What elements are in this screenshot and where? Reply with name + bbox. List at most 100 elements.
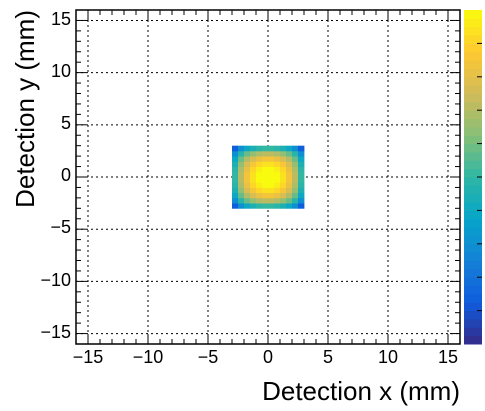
heatmap-cell [232, 182, 239, 188]
colorbar-segment [464, 218, 482, 228]
heatmap-cell [298, 161, 305, 167]
heatmap-cell [232, 203, 239, 209]
colorbar-segment [464, 85, 482, 94]
colorbar-segment [464, 318, 482, 328]
colorbar-segment [464, 293, 482, 303]
colorbar-segment [464, 26, 482, 36]
heatmap-cell [286, 156, 293, 162]
heatmap-cell [262, 171, 269, 178]
heatmap-cell [244, 203, 251, 209]
heatmap-cell [298, 171, 305, 178]
colorbar-segment [464, 118, 482, 128]
heatmap-cell [232, 161, 239, 167]
heatmap-cell [250, 197, 257, 204]
heatmap-cell [280, 182, 287, 188]
heatmap-cell [286, 192, 293, 199]
heatmap-cell [274, 182, 281, 188]
colorbar-segment [464, 268, 482, 278]
heatmap-cell [292, 192, 299, 199]
heatmap-cell [274, 145, 281, 152]
heatmap-cell [274, 171, 281, 178]
heatmap-cell [244, 182, 251, 188]
heatmap-cell [268, 150, 275, 157]
heatmap-cell [250, 182, 257, 188]
colorbar-segment [464, 160, 482, 170]
heatmap-cell [292, 145, 299, 152]
colorbar-segment [464, 193, 482, 203]
heatmap-cell [292, 166, 299, 173]
heatmap-cell [298, 197, 305, 204]
colorbar-segment [464, 68, 482, 78]
heatmap-cell [238, 187, 245, 194]
x-tick-label: 15 [438, 347, 458, 367]
y-tick-label: 5 [61, 113, 71, 133]
heatmap-cell [280, 177, 287, 183]
heatmap-cell [298, 187, 305, 194]
heatmap-cell [256, 156, 263, 162]
heatmap-cell [280, 156, 287, 162]
heatmap-cell [298, 166, 305, 173]
heatmap-cell [244, 145, 251, 152]
heatmap-cell [280, 161, 287, 167]
y-tick-label: 0 [61, 165, 71, 185]
colorbar-segment [464, 177, 482, 186]
heatmap-cell [286, 197, 293, 204]
heatmap-cell [244, 166, 251, 173]
heatmap-cell [250, 156, 257, 162]
heatmap-cell [262, 145, 269, 152]
heatmap-cell [232, 197, 239, 204]
colorbar-segment [464, 327, 482, 337]
heatmap-cell [250, 145, 257, 152]
colorbar-segment [464, 151, 482, 161]
heatmap-cell [298, 177, 305, 183]
colorbar-segment [464, 168, 482, 178]
heatmap-cell [286, 177, 293, 183]
colorbar-segment [464, 243, 482, 253]
colorbar-segment [464, 43, 482, 53]
axis-ticks [75, 9, 461, 345]
colorbar-segment [464, 51, 482, 61]
colorbar-segment [464, 310, 482, 320]
heatmap-cell [256, 192, 263, 199]
heatmap-cell [298, 182, 305, 188]
colorbar-segment [464, 210, 482, 220]
heatmap-cell [268, 166, 275, 173]
heatmap-cell [286, 145, 293, 152]
heatmap-cell [286, 187, 293, 194]
heatmap-cell [280, 166, 287, 173]
colorbar-segment [464, 93, 482, 103]
heatmap-cell [238, 145, 245, 152]
heatmap-cell [244, 197, 251, 204]
heatmap-cell [238, 171, 245, 178]
heatmap-cell [232, 192, 239, 199]
x-tick-label: 0 [263, 347, 273, 367]
heatmap-cell [244, 150, 251, 157]
heatmap-cell [292, 197, 299, 204]
heatmap-cell [274, 161, 281, 167]
y-axis-title: Detection y (mm) [10, 10, 40, 208]
colorbar-segment [464, 335, 482, 345]
heatmap-cell [250, 187, 257, 194]
colorbar-segment [464, 185, 482, 195]
heatmap-cell [292, 177, 299, 183]
colorbar-segment [464, 235, 482, 245]
colorbar [464, 10, 482, 345]
heatmap-cell [262, 161, 269, 167]
colorbar-segment [464, 143, 482, 153]
heatmap-cell [268, 203, 275, 209]
colorbar-segment [464, 202, 482, 211]
heatmap-cell [268, 182, 275, 188]
heatmap-cell [250, 192, 257, 199]
heatmap-cell [256, 171, 263, 178]
heatmap-cell [274, 192, 281, 199]
heatmap-cell [268, 156, 275, 162]
heatmap-cell [256, 182, 263, 188]
heatmap-cell [286, 150, 293, 157]
heatmap-cell [256, 150, 263, 157]
heatmap-cell [292, 150, 299, 157]
heatmap-cell [286, 203, 293, 209]
x-tick-label: −5 [198, 347, 219, 367]
heatmap-cell [292, 161, 299, 167]
heatmap-cell [250, 171, 257, 178]
heatmap-cell [298, 192, 305, 199]
